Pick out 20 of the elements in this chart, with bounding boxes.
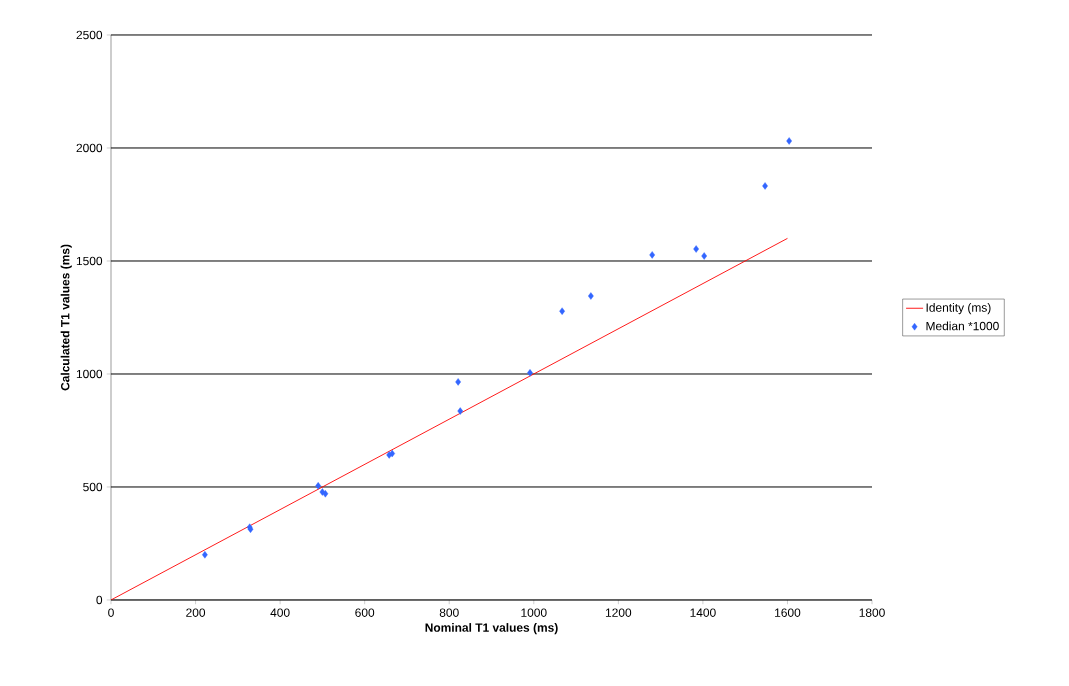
x-tick-label: 1800 <box>859 608 885 617</box>
legend-label: Identity (ms) <box>926 303 991 315</box>
x-tick-label: 1400 <box>690 608 716 617</box>
x-tick-label: 400 <box>270 608 290 617</box>
x-tick-label: 800 <box>439 608 459 617</box>
y-tick-label: 1000 <box>76 369 103 379</box>
x-tick-label: 600 <box>355 608 375 617</box>
y-tick-label: 0 <box>96 595 103 605</box>
y-tick-label: 2500 <box>76 30 103 40</box>
y-tick-label: 1500 <box>76 256 103 266</box>
x-tick-label: 1000 <box>521 608 547 617</box>
x-tick-label: 1200 <box>605 608 632 617</box>
y-axis-title: Calculated T1 values (ms) <box>60 244 72 391</box>
x-tick-label: 1600 <box>775 608 801 617</box>
x-tick-label: 200 <box>186 608 206 617</box>
y-tick-label: 2000 <box>76 143 103 153</box>
x-axis-title: Nominal T1 values (ms) <box>425 623 558 635</box>
y-tick-label: 500 <box>83 482 103 492</box>
x-tick-label: 0 <box>108 608 114 617</box>
legend-label: Median *1000 <box>926 321 999 331</box>
